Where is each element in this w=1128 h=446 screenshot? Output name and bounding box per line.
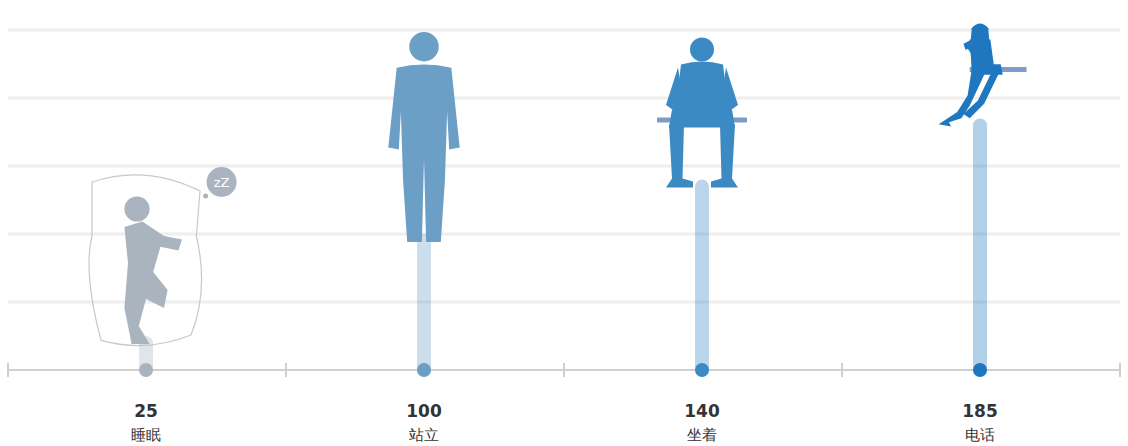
chart: zZ 25 睡眠 100 站立 140 坐着 185 电话 <box>0 0 1128 446</box>
bar <box>695 180 709 370</box>
bar <box>139 336 153 370</box>
bubble-dot <box>203 194 208 199</box>
figure-part <box>666 68 684 116</box>
labels: 25 睡眠 100 站立 140 坐着 185 电话 <box>131 401 998 444</box>
bar-dot <box>695 363 709 377</box>
bar <box>417 234 431 370</box>
figure-part <box>963 40 973 50</box>
x-tick-label: 站立 <box>409 426 439 444</box>
figure-head <box>124 196 149 221</box>
x-axis-tick <box>563 363 565 377</box>
x-axis-tick <box>285 363 287 377</box>
blanket <box>89 175 202 346</box>
annotation: zZ <box>214 175 230 190</box>
x-axis-tick <box>7 363 9 377</box>
figure-part <box>388 65 459 242</box>
data-label: 140 <box>684 401 720 421</box>
figure-part <box>963 70 1000 119</box>
figure <box>939 24 1027 127</box>
figure-part <box>720 68 738 116</box>
data-label: 100 <box>406 401 442 421</box>
bar-dot <box>973 363 987 377</box>
bar-dots <box>139 363 987 377</box>
grid-line <box>8 301 1120 304</box>
figure <box>89 175 202 346</box>
figure-head <box>973 24 987 38</box>
bar-dot <box>139 363 153 377</box>
figure <box>388 32 459 242</box>
bar <box>973 118 987 370</box>
grid-line <box>8 165 1120 168</box>
grid <box>8 30 1120 302</box>
data-label: 185 <box>962 401 998 421</box>
bubble <box>207 167 237 197</box>
bar-dot <box>417 363 431 377</box>
figure-part <box>711 125 738 188</box>
grid-line <box>8 29 1120 32</box>
figure-part <box>666 125 693 188</box>
figure <box>657 38 747 188</box>
figure-part <box>124 222 182 344</box>
figure-head <box>690 38 714 62</box>
grid-line <box>8 97 1120 100</box>
x-tick-label: 电话 <box>965 426 995 444</box>
figure-head <box>409 32 438 61</box>
x-axis-tick <box>1119 363 1121 377</box>
figures: zZ <box>89 24 1027 346</box>
x-tick-label: 坐着 <box>687 426 717 444</box>
figure-part <box>939 70 986 127</box>
data-label: 25 <box>134 401 158 421</box>
x-tick-label: 睡眠 <box>131 426 161 444</box>
x-axis-tick <box>841 363 843 377</box>
bars <box>139 118 987 370</box>
grid-line <box>8 233 1120 236</box>
